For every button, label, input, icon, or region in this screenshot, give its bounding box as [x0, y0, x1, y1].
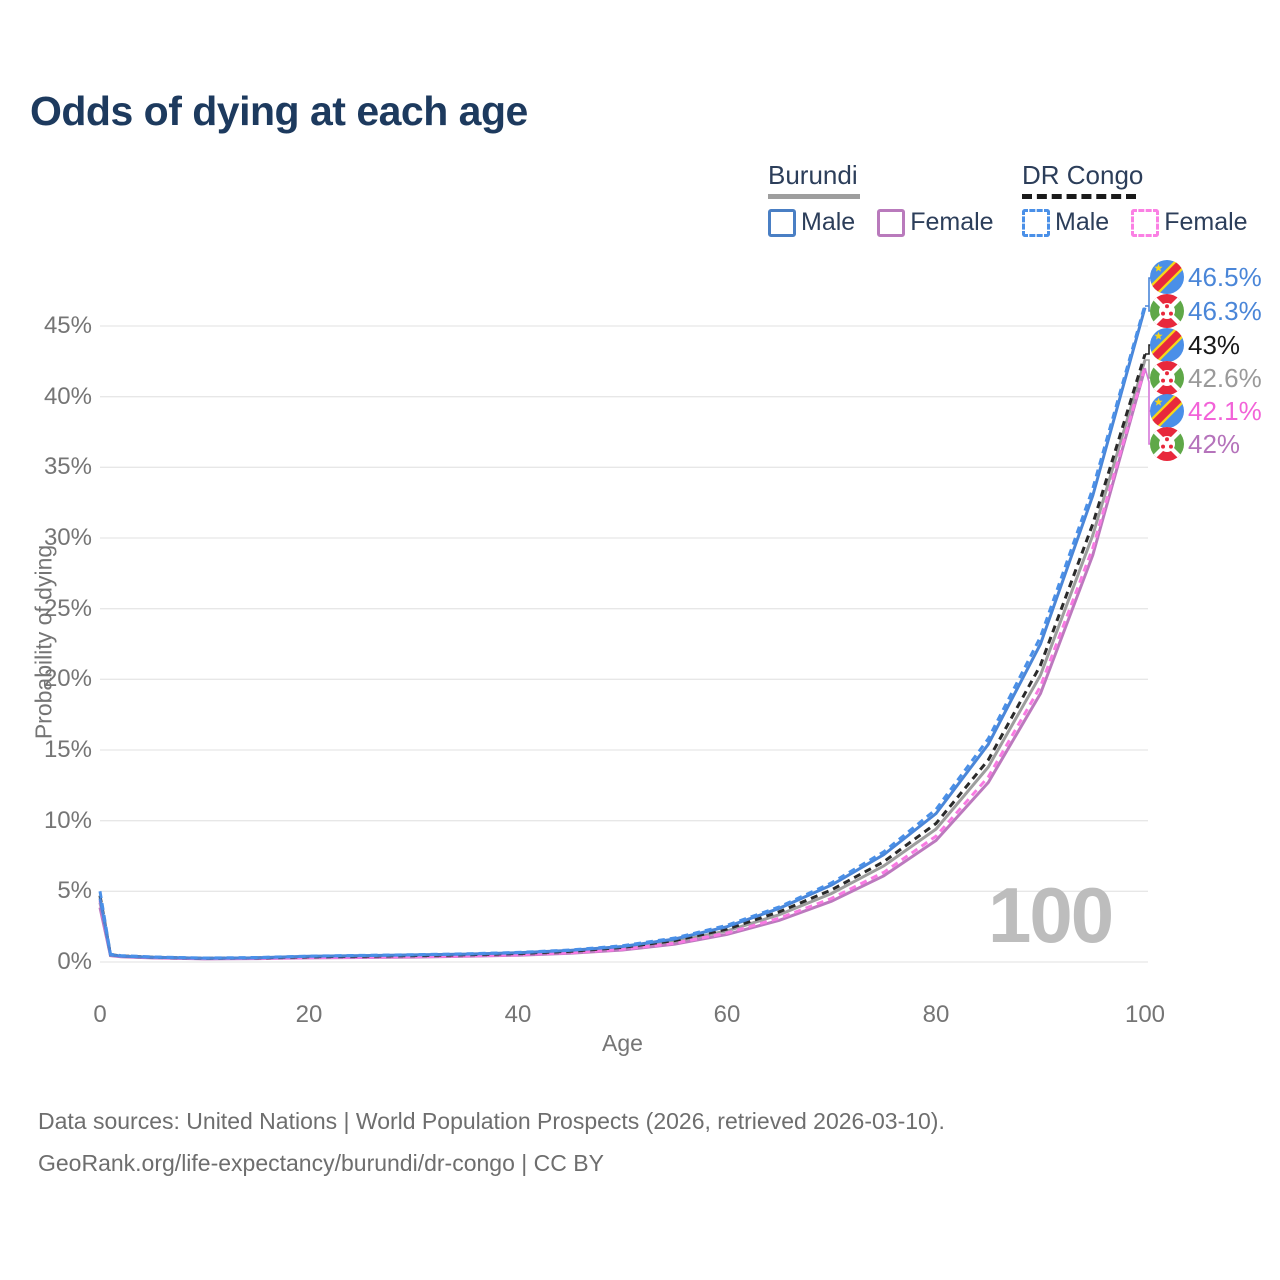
x-tick: 40 [504, 1001, 532, 1028]
x-tick: 60 [713, 1001, 741, 1028]
legend-item-drcongo-female[interactable]: Female [1164, 208, 1248, 236]
dashed-linestyle-icon [1022, 194, 1136, 199]
series-lines [98, 304, 1147, 961]
x-tick: 0 [93, 1001, 107, 1028]
legend-group-drcongo: DR Congo Male Female [1022, 160, 1270, 237]
line-burundi-both [98, 359, 1147, 961]
legend-group-burundi: Burundi Male Female [768, 160, 1016, 237]
legend-item-drcongo-male[interactable]: Male [1055, 208, 1110, 236]
end-label-value: 42.6% [1188, 362, 1262, 393]
x-tick: 100 [1124, 1001, 1166, 1028]
solid-linestyle-icon [768, 194, 860, 199]
burundi-female-swatch-icon[interactable] [877, 208, 906, 237]
legend-item-burundi-male[interactable]: Male [801, 208, 856, 236]
drcongo-female-swatch-icon[interactable] [1131, 208, 1160, 237]
end-label-value: 42% [1188, 428, 1241, 459]
y-tick: 0% [57, 948, 92, 975]
end-label-drcongo-female: 42.1% [1150, 394, 1262, 428]
drcongo-male-swatch-icon[interactable] [1022, 208, 1050, 237]
legend-item-burundi-female[interactable]: Female [910, 208, 994, 236]
x-tick: 80 [922, 1001, 950, 1028]
end-label-burundi-both: 42.6% [1150, 361, 1262, 395]
line-burundi-male [98, 307, 1147, 960]
end-label-drcongo-male: 46.5% [1150, 260, 1262, 294]
y-tick: 45% [43, 312, 92, 339]
y-tick: 25% [43, 595, 92, 622]
y-tick: 10% [43, 807, 92, 834]
end-label-value: 42.1% [1188, 395, 1262, 426]
dr-congo-flag-icon [1150, 394, 1184, 428]
gridlines [100, 325, 1148, 963]
end-label-value: 46.3% [1188, 295, 1262, 326]
end-label-value: 43% [1188, 329, 1241, 360]
end-label-value: 46.5% [1188, 261, 1262, 292]
y-tick: 15% [43, 736, 92, 763]
data-sources-note: Data sources: United Nations | World Pop… [38, 1108, 945, 1134]
burundi-flag-icon [1150, 361, 1184, 395]
legend-country-drcongo[interactable]: DR Congo [1022, 160, 1144, 190]
y-tick: 40% [43, 383, 92, 410]
x-axis-title: Age [602, 1030, 643, 1056]
x-tick: 20 [295, 1001, 323, 1028]
end-label-drcongo-both: 43% [1150, 328, 1240, 362]
legend-country-burundi[interactable]: Burundi [768, 160, 858, 190]
dr-congo-flag-icon [1150, 328, 1184, 362]
hover-age-watermark: 100 [988, 871, 1114, 959]
burundi-flag-icon [1150, 427, 1184, 461]
end-label-burundi-male: 46.3% [1150, 294, 1262, 328]
line-drcongo-male [98, 304, 1147, 960]
y-tick: 5% [57, 877, 92, 904]
end-label-burundi-female: 42% [1150, 427, 1240, 461]
burundi-male-swatch-icon[interactable] [768, 208, 796, 237]
line-drcongo-both [98, 353, 1147, 960]
dr-congo-flag-icon [1150, 260, 1184, 294]
page-title: Odds of dying at each age [30, 88, 528, 134]
attribution-link: GeoRank.org/life-expectancy/burundi/dr-c… [38, 1150, 604, 1176]
y-tick: 35% [43, 453, 92, 480]
y-tick: 20% [43, 665, 92, 692]
y-tick: 30% [43, 524, 92, 551]
y-axis-title: Probability of dying [30, 544, 57, 740]
burundi-flag-icon [1150, 294, 1184, 328]
